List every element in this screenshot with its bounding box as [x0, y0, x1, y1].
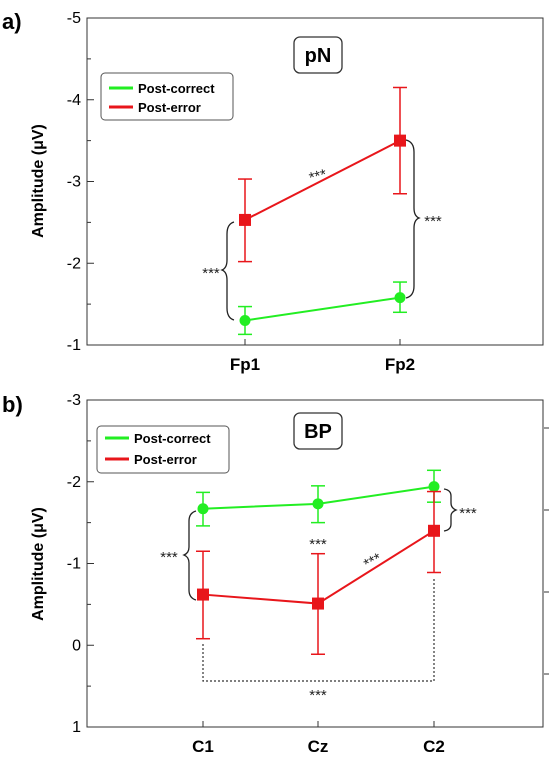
panel-b-x-axis: C1 Cz C2: [192, 721, 445, 756]
panel-b-post-error-point: [428, 524, 440, 537]
panel-a-post-correct-line: [244, 296, 401, 322]
panel-a-y-tick-label: -4: [67, 92, 81, 109]
panel-b-x-tick-label: C2: [423, 737, 445, 756]
panel-b-annotation-dotted: ***: [309, 687, 327, 704]
panel-b-x-tick-label: C1: [192, 737, 214, 756]
panel-b-y-tick-label: -3: [67, 392, 81, 409]
panel-b-annotation-c1: ***: [160, 549, 178, 566]
panel-a-series: [238, 86, 407, 336]
panel-a-bracket-fp2: [405, 139, 421, 299]
panel-a-legend-box: [100, 72, 234, 121]
panel-b-y-tick-label: -1: [67, 556, 81, 573]
panel-a-legend-label-post-correct: Post-correct: [138, 81, 215, 96]
panel-b-series: [196, 469, 441, 655]
panel-b-post-error-point: [312, 597, 324, 610]
panel-b-label: b): [2, 392, 23, 417]
panel-b-bracket-c2: [443, 488, 458, 532]
panel-b-annotation-cz: ***: [309, 536, 327, 553]
panel-a: a) -5 -4 -3 -2 -1 Fp1 Fp2 Amplitude (μV) pN P…: [2, 9, 544, 374]
panel-b-y-tick-label: -2: [67, 474, 81, 491]
panel-a-y-axis: -5 -4 -3 -2 -1: [67, 10, 94, 354]
panel-a-post-correct-point: [394, 292, 406, 304]
panel-a-title: pN: [305, 45, 332, 67]
panel-b-dotted-bracket: [202, 578, 435, 682]
panel-b-annotation-line: ***: [361, 550, 385, 573]
panel-a-post-error-line: [244, 139, 401, 221]
panel-b-x-tick-label: Cz: [308, 737, 329, 756]
panel-a-y-tick-label: -5: [67, 10, 81, 27]
panel-b-post-correct-point: [312, 498, 324, 510]
panel-a-y-tick-label: -1: [67, 337, 81, 354]
panel-a-y-tick-label: -3: [67, 174, 81, 191]
panel-b-y-axis-title: Amplitude (μV): [30, 507, 47, 621]
panel-a-post-error-point: [394, 134, 406, 147]
panel-b-title-box: [293, 412, 343, 450]
panel-b-annotation-c2: ***: [459, 505, 477, 522]
panel-a-annotation-fp1: ***: [202, 265, 220, 282]
panel-b-legend-box: [96, 425, 230, 474]
panel-a-annotation-line: ***: [307, 166, 328, 187]
panel-b-legend-label-post-correct: Post-correct: [134, 431, 211, 446]
panel-b-post-error-point: [197, 588, 209, 601]
panel-b: b) -3 -2 -1 0 1 C1 Cz C2 Amplitude (μV) BP Pos…: [2, 392, 549, 756]
panel-a-y-axis-title: Amplitude (μV): [30, 124, 47, 238]
panel-b-y-axis: -3 -2 -1 0 1: [67, 392, 94, 736]
panel-a-y-tick-label: -2: [67, 255, 81, 272]
panel-a-label: a): [2, 9, 22, 34]
panel-b-right-edge-ticks: [544, 427, 549, 675]
panel-b-post-correct-point: [428, 481, 440, 493]
panel-a-bracket-fp1: [220, 221, 235, 321]
panel-a-post-error-point: [239, 213, 251, 226]
panel-b-bracket-c1: [182, 510, 197, 601]
panel-b-y-tick-label: 1: [72, 719, 81, 736]
panel-a-annotation-fp2: ***: [424, 213, 442, 230]
panel-a-x-axis: Fp1 Fp2: [230, 339, 415, 374]
panel-a-post-correct-point: [239, 314, 251, 326]
panel-a-title-box: [293, 36, 343, 74]
panel-b-y-tick-label: 0: [72, 637, 81, 654]
panel-b-title: BP: [304, 421, 332, 443]
panel-a-legend-label-post-error: Post-error: [138, 100, 201, 115]
panel-b-post-correct-point: [197, 503, 209, 515]
panel-b-legend-label-post-error: Post-error: [134, 452, 197, 467]
panel-a-x-tick-label: Fp1: [230, 355, 260, 374]
panel-a-x-tick-label: Fp2: [385, 355, 415, 374]
